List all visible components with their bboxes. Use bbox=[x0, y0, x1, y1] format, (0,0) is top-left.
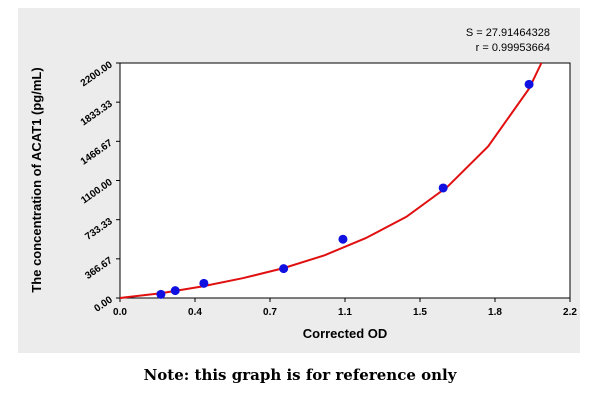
data-point bbox=[338, 234, 348, 244]
y-tick-label: 366.67 bbox=[83, 255, 115, 282]
stat-r-value: r = 0.99953664 bbox=[475, 42, 550, 54]
x-tick-label: 0.7 bbox=[263, 307, 277, 318]
data-point bbox=[279, 264, 289, 274]
x-tick-label: 2.2 bbox=[563, 307, 577, 318]
data-point bbox=[156, 289, 166, 299]
x-axis-label: Corrected OD bbox=[303, 326, 388, 341]
reference-note: Note: this graph is for reference only bbox=[143, 366, 457, 384]
x-tick-label: 1.1 bbox=[338, 307, 352, 318]
y-tick-label: 1466.67 bbox=[79, 138, 115, 168]
y-tick-label: 0.00 bbox=[92, 294, 115, 314]
data-point bbox=[170, 286, 180, 296]
y-tick-label: 2200.00 bbox=[79, 59, 115, 89]
chart-panel: 0.0 0.4 0.7 1.1 1.5 1.8 2.2 0.00 366.67 733.33 110… bbox=[18, 8, 580, 353]
plot-area bbox=[119, 62, 571, 299]
x-tick-label: 0.4 bbox=[188, 307, 202, 318]
stat-s-value: S = 27.91464328 bbox=[465, 27, 550, 39]
x-tick-label: 1.8 bbox=[488, 307, 502, 318]
data-point bbox=[524, 79, 534, 89]
y-tick-label: 1833.33 bbox=[79, 98, 115, 128]
points-layer bbox=[156, 79, 534, 299]
x-tick-label: 1.5 bbox=[413, 307, 427, 318]
y-tick-label: 733.33 bbox=[83, 216, 115, 243]
chart-svg: 0.0 0.4 0.7 1.1 1.5 1.8 2.2 0.00 366.67 733.33 110… bbox=[29, 59, 577, 341]
data-point bbox=[199, 278, 209, 288]
data-point bbox=[438, 183, 448, 193]
curve-layer bbox=[119, 62, 543, 299]
x-tick-label: 0.0 bbox=[113, 307, 127, 318]
y-tick-label: 1100.00 bbox=[79, 177, 115, 207]
y-axis-label: The concentration of ACAT1 (pg/mL) bbox=[29, 67, 44, 292]
fit-curve-line bbox=[119, 62, 543, 299]
